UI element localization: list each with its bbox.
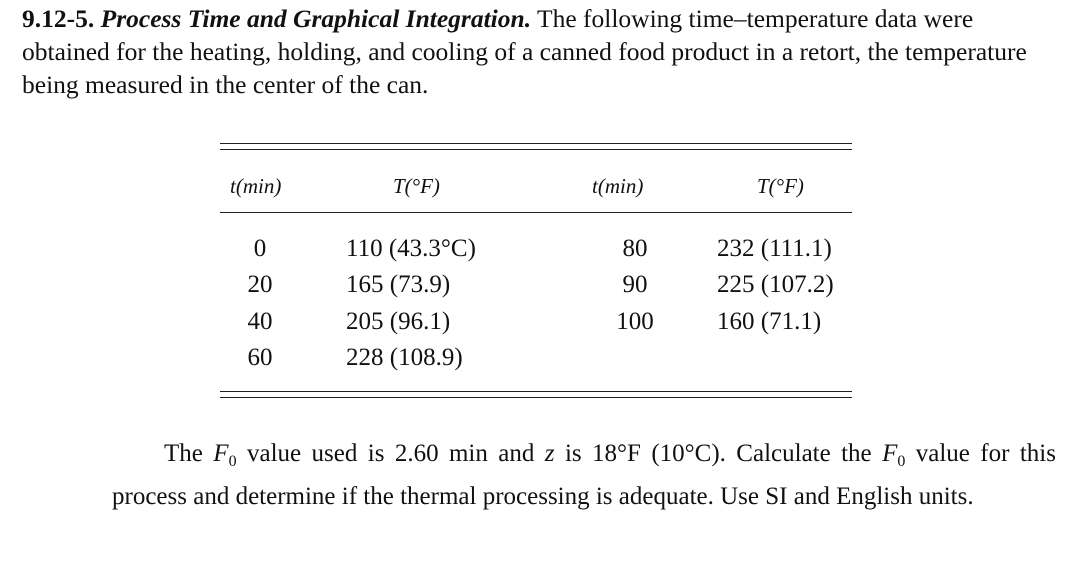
problem-question: The F0 value used is 2.60 min and z is 1… (112, 436, 1056, 514)
footer-text-4: value for this process and determine if … (112, 440, 1056, 510)
problem-intro: The following time–temperature data were… (22, 4, 1027, 99)
f-symbol: F (882, 440, 898, 467)
problem-title: Process Time and Graphical Integration. (100, 4, 532, 33)
table-cell: 165 (73.9) (346, 271, 451, 298)
table-cell: 0 (253, 235, 267, 262)
table-header-rule (220, 212, 852, 213)
table-cell: 205 (96.1) (346, 308, 451, 335)
z-symbol: z (544, 440, 555, 467)
footer-text-3: is 18°F (10°C). Calculate the (554, 440, 883, 467)
f-subscript: 0 (228, 453, 237, 470)
table-cell: 160 (71.1) (717, 308, 822, 335)
table-cell: 80 (622, 235, 648, 262)
table-top-rule-2 (220, 149, 852, 150)
footer-text-2: value used is 2.60 min and (236, 440, 545, 467)
table-cell: 228 (108.9) (346, 344, 463, 371)
table-cell: 20 (247, 271, 273, 298)
header-temp-right: T(°F) (757, 174, 804, 198)
table-cell: 60 (247, 344, 273, 371)
table-bottom-rule-2 (220, 397, 852, 398)
f-symbol: F (213, 440, 229, 467)
header-time-right: t(min) (592, 174, 644, 198)
problem-number: 9.12-5. (22, 4, 95, 33)
header-temp-left: T(°F) (393, 174, 440, 198)
table-cell: 40 (247, 308, 273, 335)
table-bottom-rule-1 (220, 391, 852, 392)
table-cell: 232 (111.1) (717, 235, 832, 262)
table-cell: 90 (622, 271, 648, 298)
table-top-rule-1 (220, 143, 852, 144)
problem-statement: 9.12-5. Process Time and Graphical Integ… (22, 2, 1062, 101)
f-subscript: 0 (897, 453, 906, 470)
footer-text-1: The (164, 440, 214, 467)
table-cell: 100 (616, 308, 654, 335)
header-time-left: t(min) (230, 174, 282, 198)
table-cell: 110 (43.3°C) (346, 235, 476, 262)
table-cell: 225 (107.2) (717, 271, 834, 298)
